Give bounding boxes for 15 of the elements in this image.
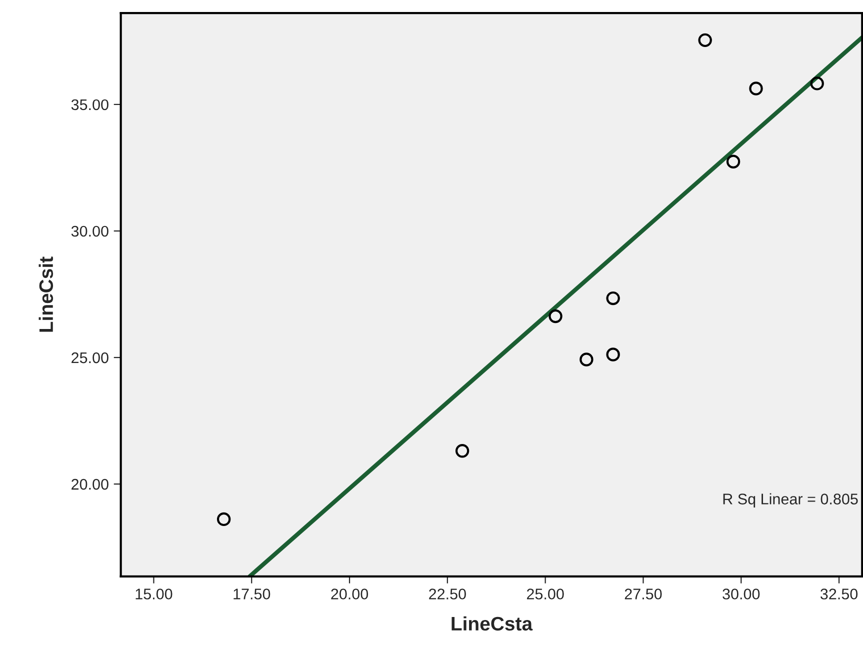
y-tick-label: 30.00 [71, 226, 108, 237]
x-tick-label: 32.50 [820, 588, 858, 600]
y-tick-label: 20.00 [72, 478, 108, 490]
x-tick-label: 20.00 [331, 588, 368, 600]
y-tick-label: 25.00 [72, 352, 108, 364]
x-tick-label: 15.00 [136, 588, 172, 600]
x-tick-label: 25.00 [526, 588, 564, 600]
x-tick-label: 22.50 [429, 588, 466, 600]
annotation: R Sq Linear = 0.805 [723, 493, 858, 508]
y-axis-title: LineCsit [38, 256, 54, 332]
x-axis-title: LineCsta [452, 616, 533, 631]
x-tick-label: 30.00 [722, 588, 760, 600]
x-tick-label: 27.50 [624, 588, 662, 600]
y-tick-label: 35.00 [71, 99, 108, 110]
x-tick-label: 17.50 [234, 588, 270, 600]
